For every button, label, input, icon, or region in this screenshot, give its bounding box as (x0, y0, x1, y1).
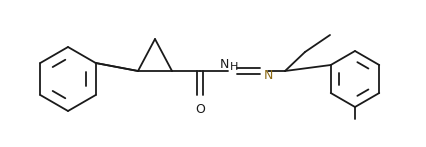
Text: O: O (195, 103, 204, 116)
Text: N: N (263, 69, 273, 81)
Text: N: N (219, 57, 228, 71)
Text: H: H (230, 62, 238, 72)
